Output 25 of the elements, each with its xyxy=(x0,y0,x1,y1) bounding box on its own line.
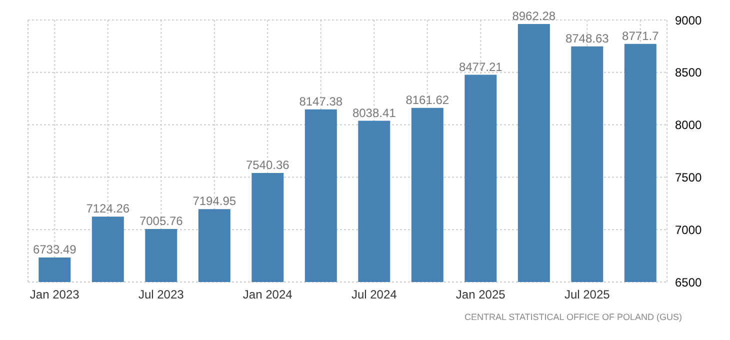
data-label: 8161.62 xyxy=(406,92,450,107)
data-label: 8147.38 xyxy=(299,94,343,108)
y-tick-label: 8500 xyxy=(675,66,702,80)
data-label: 8962.28 xyxy=(512,8,556,23)
y-tick-label: 7500 xyxy=(675,170,702,184)
x-tick-label: Jan 2025 xyxy=(456,288,506,302)
data-label: 7124.26 xyxy=(86,202,130,216)
x-tick-label: Jul 2025 xyxy=(564,288,610,302)
data-label: 7194.95 xyxy=(192,194,236,208)
data-label: 7540.36 xyxy=(246,158,290,172)
y-tick-label: 8000 xyxy=(675,118,702,132)
data-label: 7005.76 xyxy=(139,214,184,228)
x-tick-label: Jul 2023 xyxy=(138,288,184,302)
y-tick-label: 9000 xyxy=(675,13,702,28)
x-tick-label: Jan 2024 xyxy=(242,288,293,302)
data-label: 8771.7 xyxy=(622,28,660,43)
text: CENTRAL STATISTICAL OFFICE OF POLAND (GUS) xyxy=(463,312,682,322)
x-tick-label: Jan 2023 xyxy=(30,288,80,302)
data-label: 8038.41 xyxy=(352,106,396,120)
data-label: 8477.21 xyxy=(458,60,503,74)
x-tick-label: Jul 2024 xyxy=(351,288,398,302)
y-tick-label: 6500 xyxy=(675,275,702,290)
data-label: 6733.49 xyxy=(32,242,77,257)
data-label: 8748.63 xyxy=(565,31,610,46)
y-tick-label: 7000 xyxy=(675,222,702,237)
